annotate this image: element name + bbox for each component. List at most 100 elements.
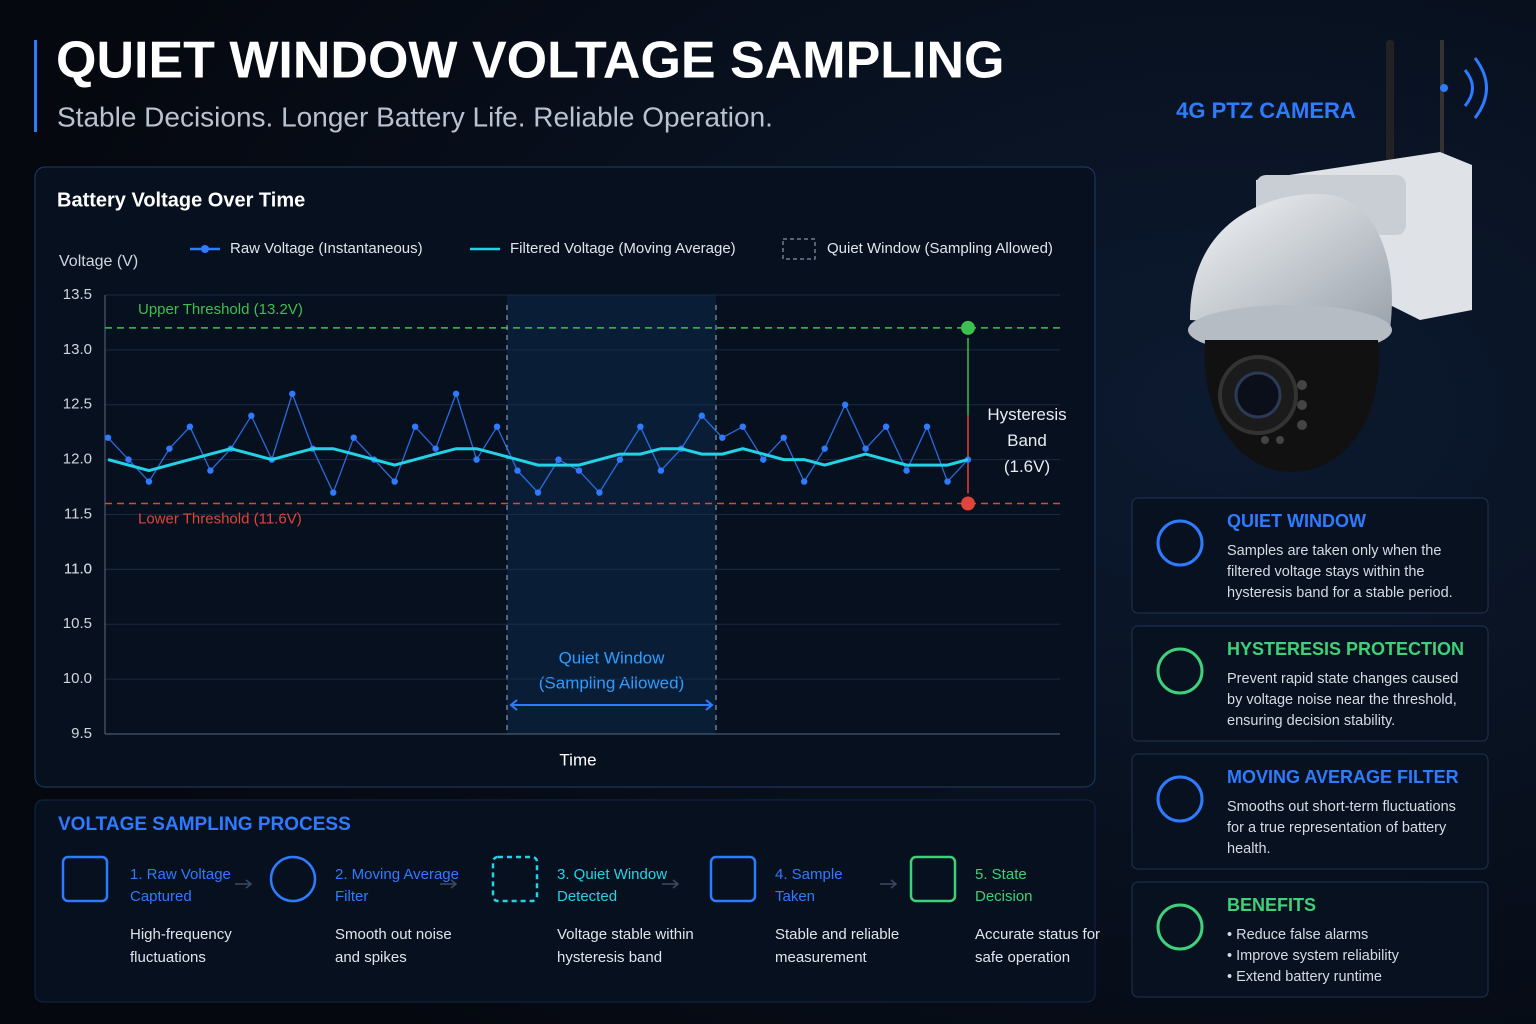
legend-box <box>782 238 816 260</box>
raw-point <box>903 467 910 474</box>
y-tick-label: 13.0 <box>63 341 92 358</box>
y-tick-label: 11.0 <box>64 560 92 577</box>
step-title: Decision <box>975 888 1033 905</box>
step-title: Filter <box>335 888 368 905</box>
step-icon <box>61 855 109 903</box>
step-text: hysteresis band <box>557 949 662 966</box>
chart: Quiet Window (Sampling Allowed) 13.5 13.0 12… <box>63 238 1067 742</box>
info-card <box>1131 753 1489 870</box>
card-text: Prevent rapid state changes caused <box>1227 671 1458 687</box>
y-tick-label: 10.5 <box>63 615 92 632</box>
step-icon <box>709 855 757 903</box>
legend-label: Quiet Window (Sampling Allowed) <box>827 240 1053 257</box>
raw-point <box>923 423 931 430</box>
step-title: 1. Raw Voltage <box>130 866 231 883</box>
step-text: fluctuations <box>130 949 206 966</box>
raw-point <box>104 434 112 441</box>
raw-point <box>596 489 603 496</box>
step-icon <box>269 855 317 903</box>
info-card <box>1131 881 1489 998</box>
info-card <box>1131 625 1489 742</box>
step-text: Voltage stable within <box>557 926 694 943</box>
raw-point <box>166 445 173 452</box>
raw-point <box>821 445 828 452</box>
hysteresis-label: Hysteresis <box>987 405 1066 424</box>
step-arrow <box>235 879 253 889</box>
raw-point <box>473 456 480 463</box>
raw-point <box>800 478 808 485</box>
step-title: Detected <box>557 888 617 905</box>
raw-point <box>145 478 153 485</box>
raw-point <box>207 467 214 474</box>
step-title: 3. Quiet Window <box>557 866 667 883</box>
y-tick-label: 9.5 <box>71 725 92 742</box>
card-text: Smooths out short-term fluctuations <box>1227 799 1456 815</box>
card-text: Samples are taken only when the <box>1227 543 1441 559</box>
card-text: ensuring decision stability. <box>1227 713 1395 729</box>
quiet-window-label: (Sampling Allowed) <box>539 673 685 692</box>
card-text: by voltage noise near the threshold, <box>1227 692 1457 708</box>
step-title: 4. Sample <box>775 866 843 883</box>
step-text: safe operation <box>975 949 1070 966</box>
process-panel <box>34 799 1096 1003</box>
legend-label: Filtered Voltage (Moving Average) <box>510 240 736 257</box>
quiet-window-label: Quiet Window <box>559 648 666 667</box>
step-text: measurement <box>775 949 868 966</box>
step-icon <box>491 855 539 903</box>
cards: QUIET WINDOW Samples are taken only when … <box>1131 497 1489 998</box>
raw-point <box>125 456 132 463</box>
raw-point <box>289 390 296 397</box>
raw-point <box>350 434 357 441</box>
raw-point <box>760 456 767 463</box>
y-axis-label: Voltage (V) <box>59 253 138 270</box>
step-text: High-frequency <box>130 926 232 943</box>
card-icon <box>1156 647 1204 695</box>
raw-point <box>657 467 665 474</box>
raw-point <box>719 434 726 441</box>
quiet-window-arrow <box>509 699 714 711</box>
card-title: QUIET WINDOW <box>1227 511 1366 531</box>
threshold-marker <box>961 320 975 335</box>
raw-point <box>432 445 439 452</box>
raw-point <box>944 478 951 485</box>
legend-label: Raw Voltage (Instantaneous) <box>230 240 423 257</box>
step-text: and spikes <box>335 949 407 966</box>
card-text: • Extend battery runtime <box>1227 969 1382 985</box>
card-text: hysteresis band for a stable period. <box>1227 585 1453 601</box>
step-icon <box>909 855 957 903</box>
process-title: VOLTAGE SAMPLING PROCESS <box>58 814 351 835</box>
raw-point <box>493 423 501 430</box>
card-icon <box>1156 519 1204 567</box>
raw-point <box>882 423 890 430</box>
step-title: 5. State <box>975 866 1027 883</box>
hysteresis-label: Band <box>1007 431 1047 450</box>
y-tick-label: 13.5 <box>63 286 92 303</box>
card-title: BENEFITS <box>1227 895 1316 915</box>
step-text: Accurate status for <box>975 926 1100 943</box>
legend-dot <box>201 245 209 253</box>
raw-point <box>391 478 398 485</box>
step-title: Captured <box>130 888 192 905</box>
card-text: for a true representation of battery <box>1227 820 1447 836</box>
y-tick-label: 12.5 <box>63 396 92 413</box>
raw-point <box>411 423 419 430</box>
threshold-label: Lower Threshold (11.6V) <box>138 510 302 527</box>
raw-point <box>514 467 521 474</box>
raw-point <box>575 467 583 474</box>
raw-point <box>841 401 849 408</box>
threshold-marker <box>961 496 975 511</box>
raw-point <box>555 456 562 463</box>
raw-point <box>452 390 460 397</box>
raw-point <box>330 489 337 496</box>
filtered-line <box>107 447 969 473</box>
card-text: filtered voltage stays within the <box>1227 564 1424 580</box>
step-arrow <box>440 879 458 889</box>
card-title: HYSTERESIS PROTECTION <box>1227 639 1464 659</box>
raw-point <box>637 423 644 430</box>
x-axis-label: Time <box>559 750 596 769</box>
y-tick-label: 11.5 <box>64 505 92 522</box>
threshold-label: Upper Threshold (13.2V) <box>138 301 303 318</box>
raw-point <box>739 423 746 430</box>
raw-point <box>248 412 255 419</box>
